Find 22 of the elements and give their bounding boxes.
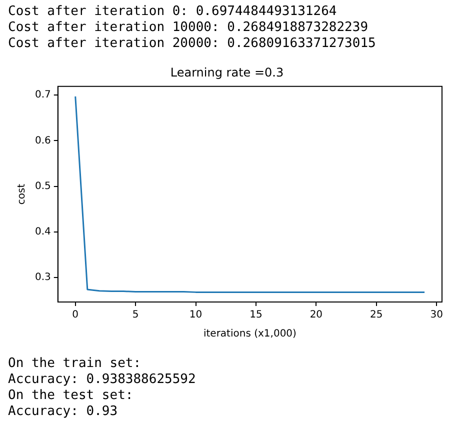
text: On the test set: <box>8 388 134 404</box>
x-tick-label: 5 <box>132 310 139 321</box>
x-tick-label: 0 <box>72 310 79 321</box>
x-tick-label: 20 <box>310 310 323 321</box>
x-tick-label: 25 <box>370 310 383 321</box>
text: Cost after iteration 0: 0.6974484493131264 <box>8 4 338 20</box>
x-tick-label: 30 <box>430 310 443 321</box>
y-tick-label: 0.4 <box>34 226 51 238</box>
text: Cost after iteration 10000: 0.2684918873282239 <box>8 20 370 36</box>
x-tick-label: 15 <box>250 310 262 321</box>
text: Accuracy: 0.93 <box>8 404 119 420</box>
y-tick-label: 0.7 <box>34 90 51 101</box>
text: Cost after iteration 20000: 0.26809163371273015 <box>8 36 377 52</box>
y-tick-label: 0.3 <box>34 272 51 284</box>
chart-title: Learning rate =0.3 <box>170 65 284 80</box>
x-axis-title: iterations (x1,000) <box>203 328 297 340</box>
x-tick-label: 10 <box>189 310 202 321</box>
y-axis-title: cost <box>16 184 28 205</box>
y-tick-label: 0.5 <box>34 180 51 192</box>
y-tick-label: 0.6 <box>34 135 51 146</box>
text: On the train set: <box>8 356 142 372</box>
text: Accuracy: 0.938388625592 <box>8 372 197 388</box>
